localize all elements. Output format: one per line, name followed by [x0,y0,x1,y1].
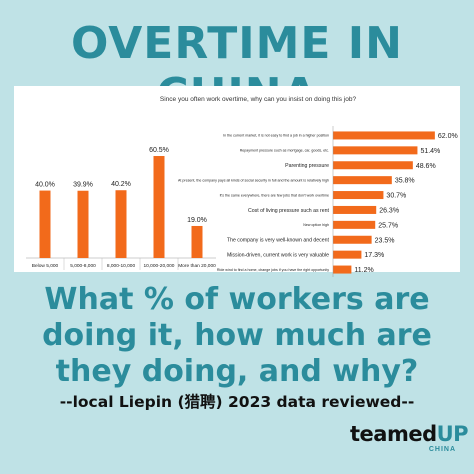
hbar-category-label: In the current market, it is not easy to… [223,134,329,138]
hbar-value-label: 62.0% [438,133,458,140]
vbar-value-label: 39.9% [73,182,93,189]
hbar-bar [333,235,372,244]
vbar-bar [39,190,51,258]
hbar-category-label: The company is very well-known and decen… [227,238,330,244]
hbar-value-label: 51.4% [420,148,440,155]
logo-part1: teamed [350,422,437,446]
logo-sub: CHINA [428,446,456,453]
hbar-category-label: Mission-driven, current work is very val… [227,253,329,259]
hbar-category-label: Ride wind to find a home, change jobs if… [217,268,329,272]
hbar-category-label: Repayment pressure such as mortgage, car… [240,149,329,153]
logo-part2: UP [436,422,469,446]
vbar-value-label: 40.2% [111,181,131,188]
hbar-bar [333,205,377,214]
hbar-category-label: It's the same everywhere, there are few … [220,193,329,197]
hbar-bar [333,191,384,200]
hbar-category-label: New option high [303,223,329,227]
hbar-bar [333,161,413,170]
hbar-bar [333,250,362,259]
hbar-value-label: 25.7% [378,222,398,229]
hbar-bar [333,265,352,274]
vbar-bar [115,190,127,258]
hbar-category-label: Parenting pressure [285,163,329,169]
hbar-bar [333,131,435,140]
hbar-category-label: Cost of living pressure such as rent [248,208,330,214]
hbar-bar [333,176,392,185]
hbar-bar [333,220,376,229]
logo: teamedUP CHINA [350,422,469,453]
hbar-value-label: 23.5% [375,237,395,244]
vbar-category-label: 5,000-8,000 [70,263,96,269]
hbar-value-label: 30.7% [386,193,406,200]
hbar-value-label: 17.3% [364,252,384,259]
hbar-chart-title: Since you often work overtime, why can y… [159,96,357,103]
hbar-value-label: 48.6% [416,163,436,170]
hbar-value-label: 26.3% [379,207,399,214]
vbar-bar [191,225,203,258]
hbar-value-label: 35.8% [395,178,415,185]
vbar-value-label: 60.5% [149,147,169,154]
vbar-bar [77,190,89,258]
vbar-category-label: 10,000-20,000 [144,263,175,269]
source-line: --local Liepin (猎聘) 2023 data reviewed-- [59,393,415,411]
logo-text: teamedUP [350,422,469,446]
vbar-category-label: More than 20,000 [178,263,216,269]
vbar-value-label: 40.0% [35,182,55,189]
vbar-category-label: Below 5,000 [32,263,59,269]
headline: What % of workers are doing it, how much… [42,282,432,389]
vbar-bar [153,156,165,258]
vbar-value-label: 19.0% [187,217,207,224]
hbar-bar [333,146,418,155]
hbar-value-label: 11.2% [354,267,373,274]
vbar-category-label: 8,000-10,000 [107,263,136,269]
hbar-category-label: At present, the company pays all kinds o… [178,178,329,182]
